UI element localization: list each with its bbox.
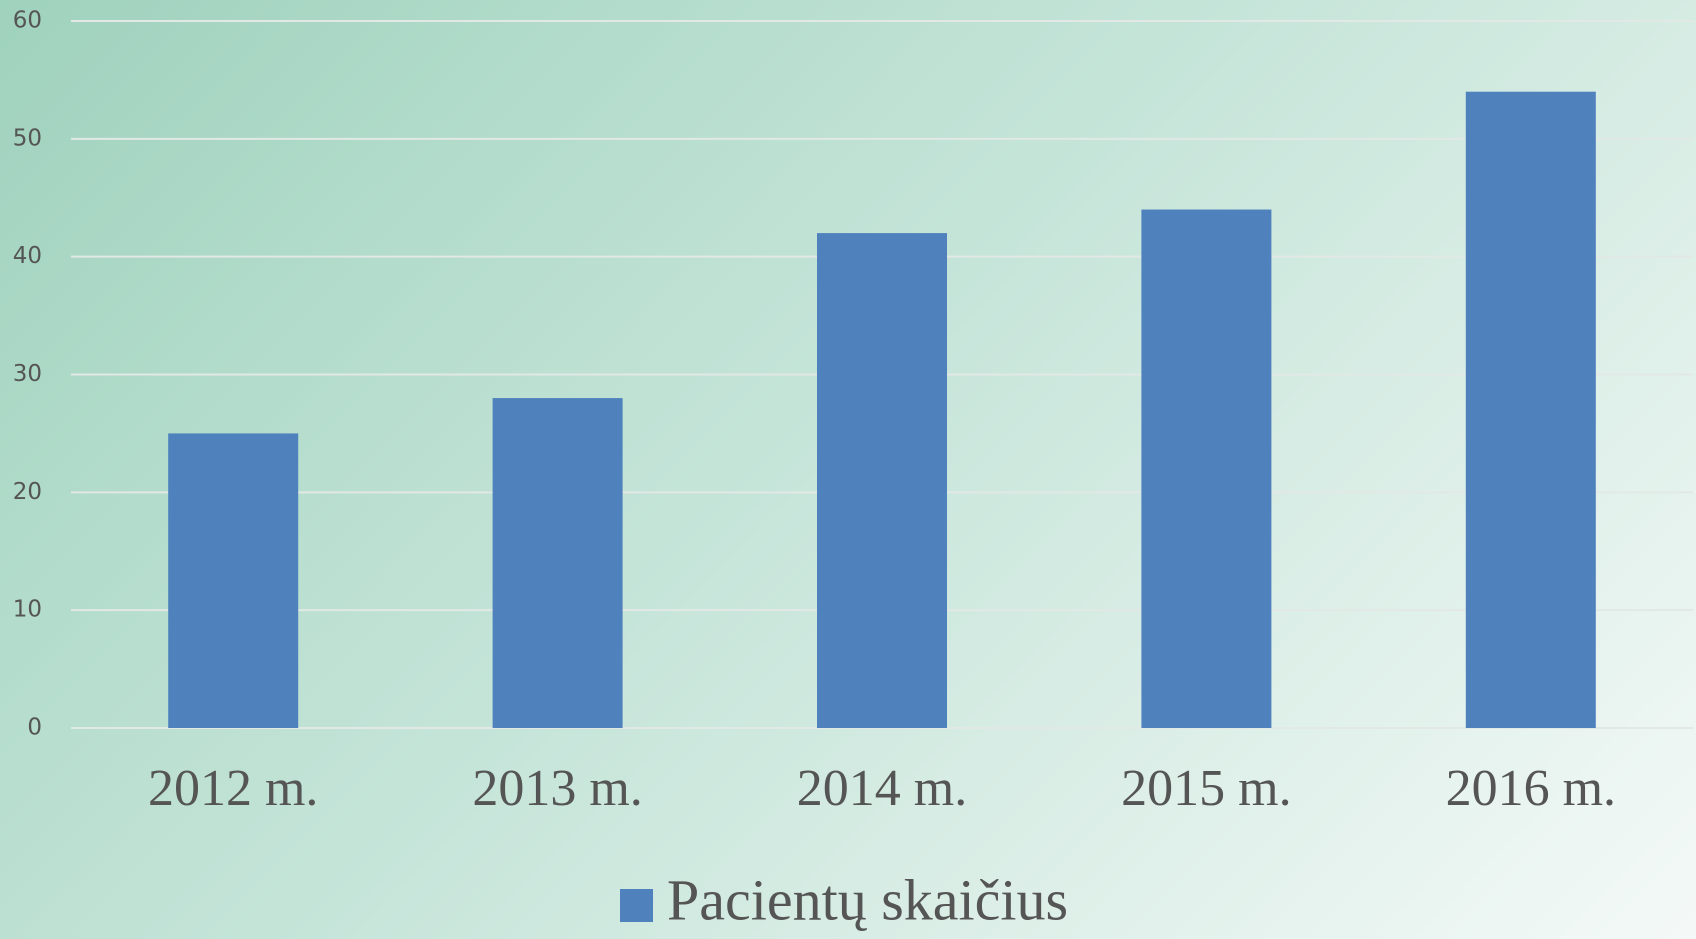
x-tick-label: 2014 m. bbox=[797, 760, 967, 817]
x-tick-label: 2013 m. bbox=[472, 760, 642, 817]
x-tick-label: 2012 m. bbox=[148, 760, 318, 817]
bar bbox=[1465, 91, 1596, 728]
y-tick-label: 20 bbox=[13, 479, 42, 505]
bar bbox=[817, 233, 947, 728]
y-tick-label: 30 bbox=[13, 361, 42, 387]
y-tick-label: 40 bbox=[13, 243, 42, 269]
bar bbox=[168, 433, 299, 728]
x-tick-label: 2016 m. bbox=[1446, 760, 1616, 817]
y-tick-label: 0 bbox=[27, 715, 42, 741]
y-tick-label: 50 bbox=[13, 125, 42, 151]
y-tick-label: 10 bbox=[13, 597, 42, 623]
legend-label: Pacientų skaičius bbox=[667, 867, 1068, 932]
bar bbox=[1141, 209, 1272, 729]
y-tick-label: 60 bbox=[13, 8, 42, 34]
legend-swatch bbox=[620, 889, 653, 922]
x-tick-label: 2015 m. bbox=[1121, 760, 1291, 817]
bar bbox=[492, 398, 623, 728]
